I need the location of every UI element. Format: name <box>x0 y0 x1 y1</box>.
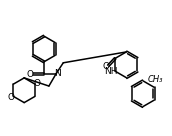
Text: O: O <box>27 70 34 79</box>
Text: O: O <box>34 79 41 88</box>
Text: O: O <box>8 93 15 102</box>
Text: CH₃: CH₃ <box>147 75 163 84</box>
Text: N: N <box>54 69 61 78</box>
Text: O: O <box>103 62 110 71</box>
Text: NH: NH <box>104 67 118 76</box>
